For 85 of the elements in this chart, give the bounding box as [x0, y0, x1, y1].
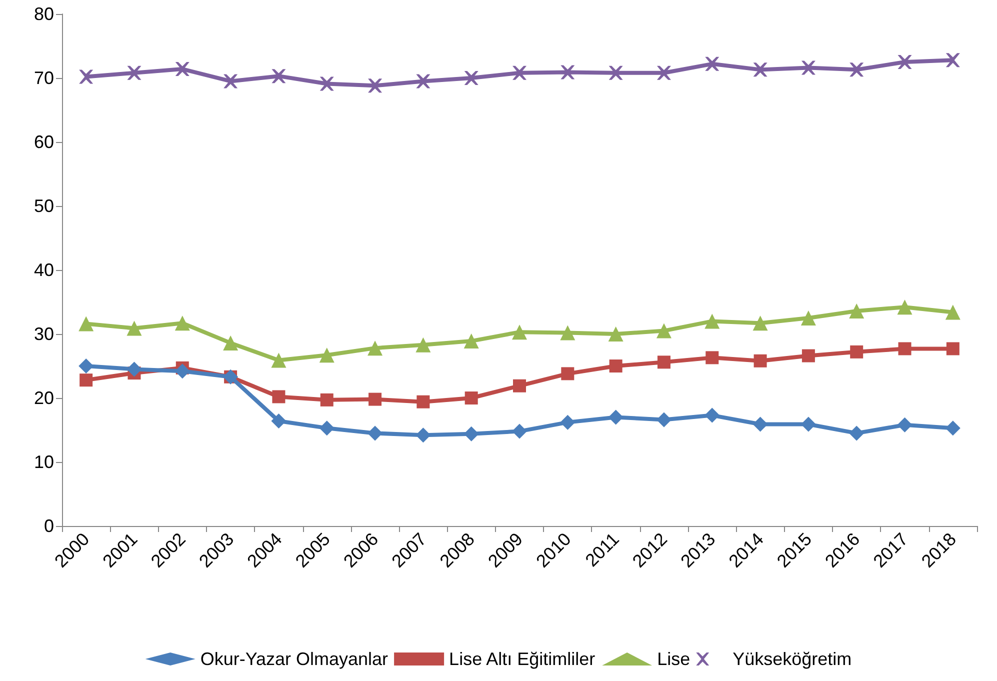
point — [800, 416, 816, 432]
legend-label: Lise — [657, 649, 690, 669]
point — [175, 62, 190, 76]
point — [464, 71, 478, 85]
point — [560, 414, 576, 430]
point — [223, 335, 238, 350]
point — [272, 69, 286, 84]
point — [657, 356, 670, 369]
point — [897, 417, 912, 432]
point — [78, 358, 94, 374]
point — [368, 78, 382, 93]
point — [464, 392, 478, 404]
point — [850, 345, 864, 358]
point — [802, 349, 815, 362]
point — [126, 320, 142, 336]
point — [608, 326, 624, 342]
point — [801, 60, 816, 75]
point — [512, 324, 527, 340]
point — [656, 323, 672, 338]
point — [368, 426, 383, 441]
point — [464, 334, 479, 349]
legend-label: Okur-Yazar Olmayanlar — [200, 649, 388, 669]
y-tick-label: 0 — [44, 516, 54, 536]
y-tick-label: 60 — [34, 132, 54, 152]
point — [271, 352, 286, 368]
point — [945, 304, 960, 320]
point — [704, 408, 720, 423]
point — [706, 351, 719, 364]
point — [416, 74, 430, 88]
point — [752, 316, 768, 331]
point — [560, 325, 576, 340]
point — [272, 390, 286, 404]
y-tick-label: 30 — [34, 324, 54, 344]
point — [898, 342, 912, 356]
point — [416, 337, 431, 352]
point — [271, 414, 286, 429]
point — [656, 412, 672, 428]
point — [319, 420, 334, 436]
point — [79, 70, 94, 84]
point — [512, 66, 526, 80]
point — [753, 62, 768, 77]
point — [849, 303, 864, 318]
point — [368, 392, 382, 406]
point — [464, 426, 479, 442]
point — [945, 420, 960, 436]
point — [850, 62, 864, 77]
y-tick-label: 10 — [34, 452, 54, 472]
point — [656, 66, 671, 80]
y-tick-label: 80 — [34, 4, 54, 24]
point — [416, 428, 431, 443]
point — [368, 340, 383, 356]
point — [609, 360, 622, 372]
point — [800, 310, 816, 326]
point — [513, 379, 526, 392]
point — [705, 56, 720, 71]
point — [946, 53, 960, 68]
point — [174, 316, 190, 331]
point — [126, 362, 142, 377]
point — [849, 426, 864, 441]
y-tick-label: 70 — [34, 68, 54, 88]
point — [127, 66, 142, 80]
point — [897, 300, 912, 315]
y-tick-label: 40 — [34, 260, 54, 280]
point — [416, 395, 430, 408]
point — [608, 66, 623, 80]
point — [174, 364, 190, 379]
point — [898, 55, 912, 69]
point — [608, 410, 624, 425]
point — [78, 316, 94, 332]
point — [80, 374, 93, 387]
point — [320, 393, 334, 406]
point — [560, 65, 575, 80]
point — [319, 348, 334, 363]
point — [224, 74, 238, 88]
y-tick-label: 50 — [34, 196, 54, 216]
y-tick-label: 20 — [34, 388, 54, 408]
legend-label: Lise Altı Eğitimliler — [449, 649, 596, 669]
point — [704, 314, 720, 329]
point — [320, 76, 334, 91]
point — [752, 416, 768, 432]
point — [946, 342, 960, 356]
point — [561, 367, 574, 380]
point — [754, 354, 767, 368]
point — [512, 424, 527, 439]
legend-label: Yükseköğretim — [732, 649, 852, 669]
